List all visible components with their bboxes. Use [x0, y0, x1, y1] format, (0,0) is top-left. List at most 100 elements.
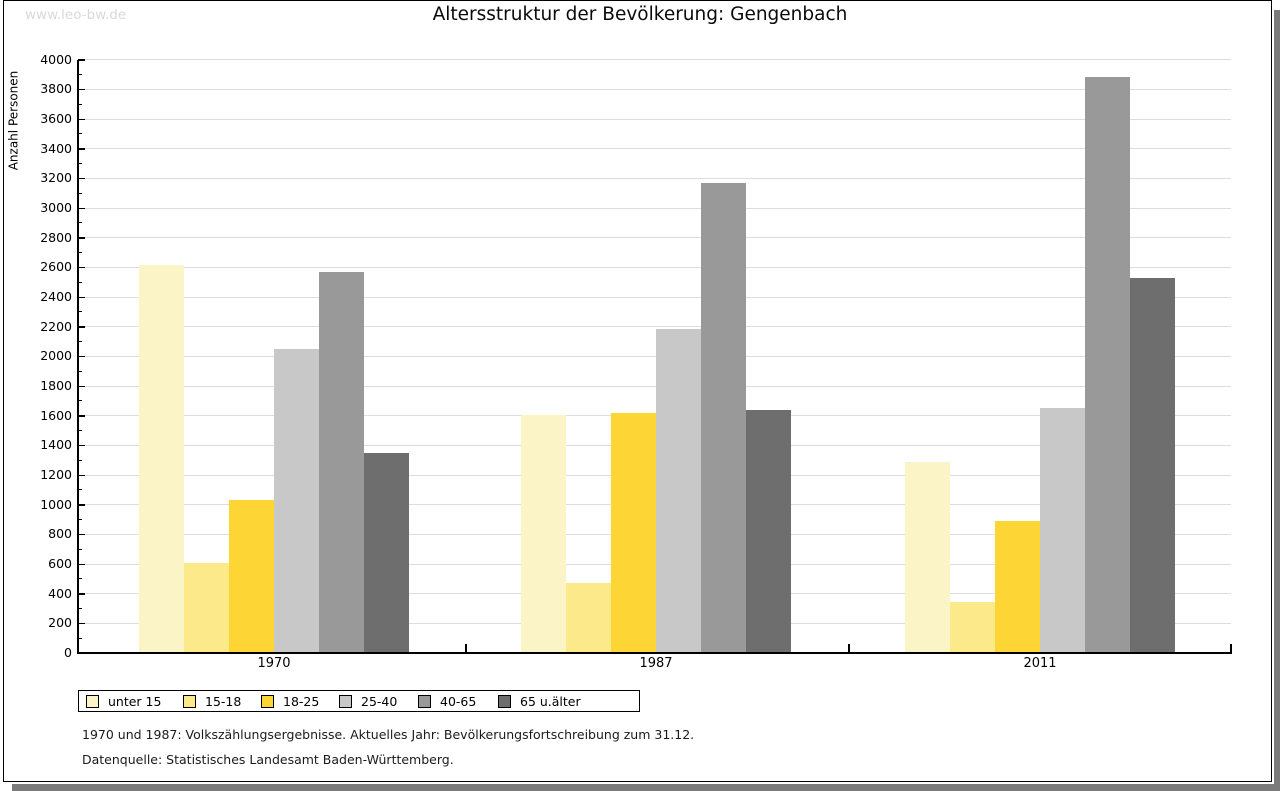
y-major-tick — [78, 504, 85, 506]
legend-label: 25-40 — [361, 694, 398, 709]
y-tick-label: 1800 — [40, 378, 72, 393]
legend-swatch-15-18 — [183, 695, 196, 708]
legend: unter 15 15-18 18-25 25-40 40-65 65 u.älter — [78, 690, 640, 712]
legend-item-65-u-lter: 65 u.älter — [498, 694, 581, 709]
y-minor-tick — [78, 519, 82, 520]
gridline — [78, 237, 1231, 239]
x-separator-tick — [1230, 644, 1232, 653]
gridline — [78, 148, 1231, 150]
legend-label: 40-65 — [440, 694, 477, 709]
gridline — [78, 177, 1231, 179]
y-major-tick — [78, 59, 85, 61]
watermark: www.leo-bw.de — [8, 3, 133, 26]
y-tick-label: 2400 — [40, 289, 72, 305]
y-axis-line — [77, 59, 79, 654]
y-tick-label: 3400 — [40, 140, 72, 156]
card-shadow-bottom — [12, 784, 1280, 791]
y-tick-label: 4000 — [40, 51, 72, 67]
bar-1970-unter-15 — [139, 265, 184, 653]
gridline — [78, 59, 1231, 61]
legend-label: unter 15 — [108, 694, 162, 709]
y-major-tick — [78, 474, 85, 476]
gridline — [78, 296, 1231, 298]
y-minor-tick — [78, 370, 82, 372]
gridline — [78, 266, 1231, 268]
y-major-tick — [78, 593, 85, 595]
y-tick-label: 2800 — [40, 229, 72, 245]
bar-1987-unter-15 — [521, 414, 566, 653]
legend-label: 15-18 — [205, 694, 242, 709]
bar-2011-18-25 — [995, 520, 1040, 653]
legend-swatch-40-65 — [418, 695, 431, 708]
y-minor-tick — [78, 103, 82, 105]
y-minor-tick — [78, 252, 82, 254]
y-minor-tick — [78, 548, 82, 550]
x-separator-tick — [465, 644, 467, 653]
y-minor-tick — [78, 163, 82, 165]
y-tick-label: 2600 — [40, 259, 72, 275]
y-major-tick — [78, 444, 85, 447]
y-minor-tick — [78, 281, 82, 283]
legend-swatch-25-40 — [339, 695, 352, 708]
y-minor-tick — [78, 578, 82, 580]
y-minor-tick — [78, 222, 82, 224]
footnote-data-source: Datenquelle: Statistisches Landesamt Bad… — [82, 752, 454, 767]
x-category-label: 1970 — [257, 656, 291, 671]
y-minor-tick — [78, 608, 82, 609]
y-major-tick — [78, 88, 85, 91]
gridline — [78, 355, 1231, 357]
chart-title: Altersstruktur der Bevölkerung: Gengenba… — [432, 4, 848, 25]
y-major-tick — [78, 622, 85, 625]
legend-item-40-65: 40-65 — [418, 694, 476, 709]
y-minor-tick — [78, 341, 82, 343]
y-tick-label: 0 — [64, 645, 72, 660]
y-tick-label: 1600 — [40, 407, 72, 423]
gridline — [78, 118, 1231, 120]
y-major-tick — [78, 296, 85, 299]
legend-item-unter-15: unter 15 — [86, 694, 161, 709]
y-minor-tick — [78, 311, 82, 313]
y-tick-label: 1200 — [40, 467, 72, 482]
bar-2011-25-40 — [1040, 408, 1085, 653]
y-major-tick — [78, 533, 85, 536]
legend-item-15-18: 15-18 — [183, 694, 241, 709]
bar-1970-40-65 — [319, 271, 364, 653]
bar-1970-65-u-lter — [364, 452, 409, 653]
y-major-tick — [78, 355, 85, 358]
y-minor-tick — [78, 430, 82, 431]
y-major-tick — [78, 385, 85, 387]
y-tick-label: 3600 — [40, 111, 72, 127]
y-major-tick — [78, 177, 85, 180]
legend-swatch-65-u-lter — [498, 695, 511, 708]
y-minor-tick — [78, 400, 82, 402]
bar-2011-unter-15 — [905, 461, 950, 653]
bar-1970-15-18 — [184, 562, 229, 653]
y-tick-label: 2000 — [40, 348, 72, 364]
y-tick-label: 1400 — [40, 437, 72, 453]
y-tick-label: 2200 — [40, 318, 72, 334]
y-tick-label: 1000 — [40, 496, 72, 512]
legend-item-18-25: 18-25 — [261, 694, 319, 709]
y-tick-label: 3800 — [40, 81, 72, 97]
bar-1987-40-65 — [701, 182, 746, 653]
gridline — [78, 385, 1231, 387]
legend-swatch-unter-15 — [86, 695, 99, 708]
x-separator-tick — [848, 644, 850, 653]
y-major-tick — [78, 207, 85, 210]
gridline — [78, 207, 1231, 209]
y-major-tick — [78, 118, 85, 121]
y-major-tick — [78, 266, 85, 269]
legend-item-25-40: 25-40 — [339, 694, 397, 709]
bar-2011-65-u-lter — [1130, 278, 1175, 653]
legend-label: 18-25 — [283, 694, 320, 709]
bar-1987-15-18 — [566, 583, 611, 653]
y-tick-label: 600 — [48, 556, 72, 571]
x-axis-line — [78, 652, 1232, 654]
y-tick-label: 800 — [48, 526, 72, 542]
gridline — [78, 88, 1231, 90]
bar-1987-65-u-lter — [746, 410, 791, 653]
x-category-label: 2011 — [1023, 656, 1057, 671]
bar-1970-18-25 — [229, 500, 274, 653]
footnote-source-note: 1970 und 1987: Volkszählungsergebnisse. … — [82, 727, 695, 742]
